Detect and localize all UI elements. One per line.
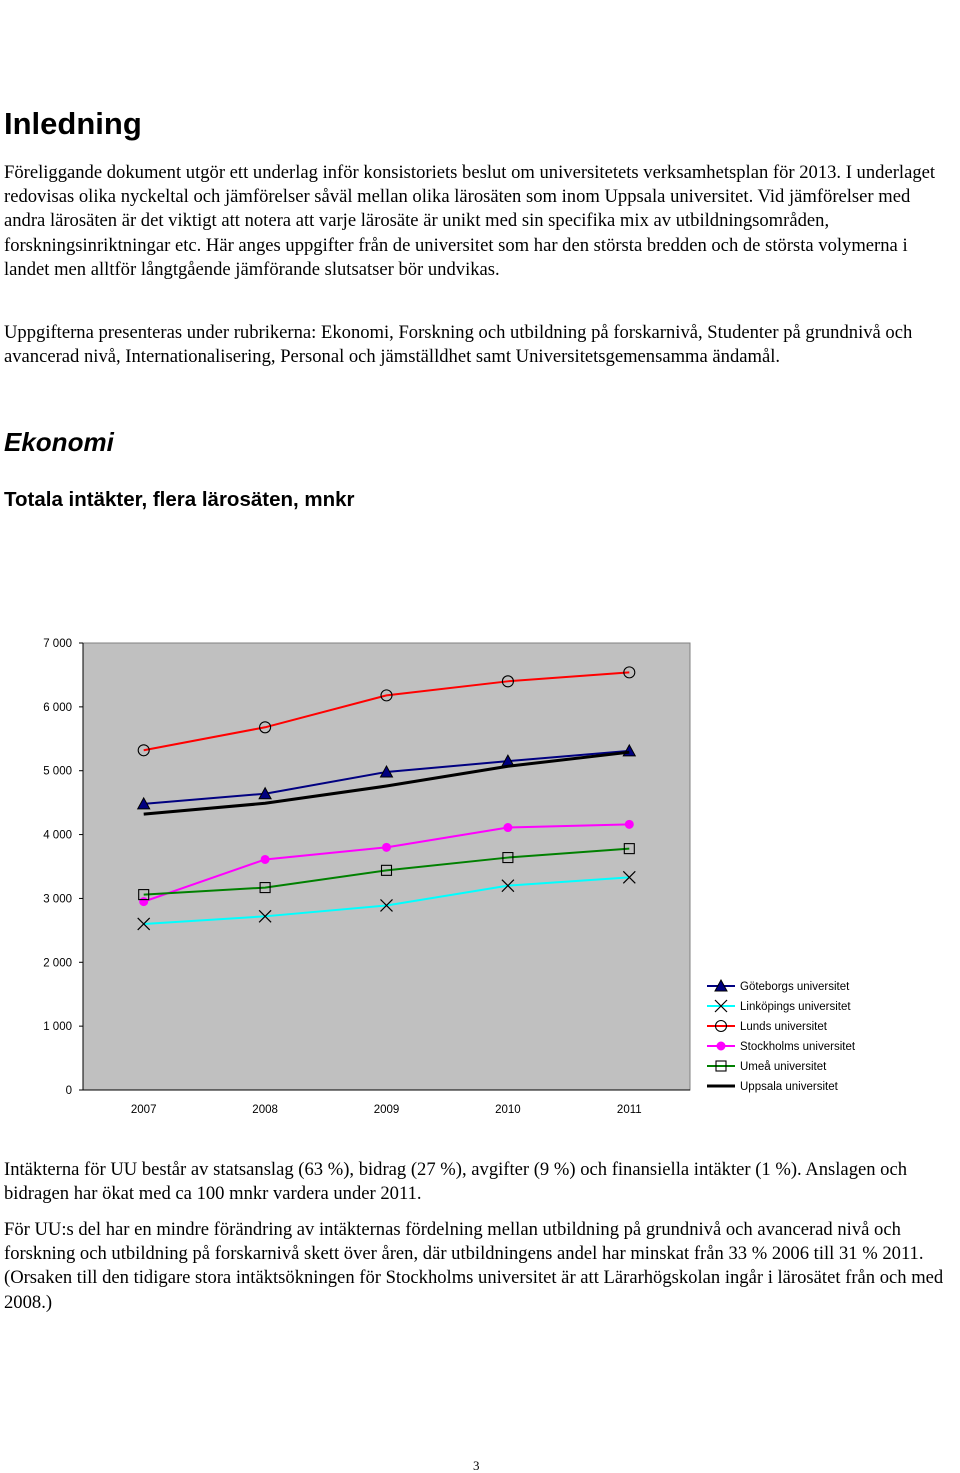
- after-paragraph-2: För UU:s del har en mindre förändring av…: [4, 1219, 944, 1313]
- legend-label: Stockholms universitet: [740, 1041, 856, 1053]
- x-tick-label: 2009: [374, 1104, 400, 1116]
- legend-label: Lunds universitet: [740, 1021, 828, 1033]
- x-tick-label: 2008: [252, 1104, 278, 1116]
- legend-label: Uppsala universitet: [740, 1081, 839, 1093]
- series-4: [138, 843, 635, 901]
- data-point: [380, 689, 393, 702]
- x-axis: 2007 2008 2009 2010 2011: [83, 1089, 690, 1116]
- series-lines: [136, 666, 637, 931]
- data-point: [258, 786, 272, 800]
- x-tick-label: 2010: [495, 1104, 521, 1116]
- legend-label: Umeå universitet: [740, 1061, 827, 1073]
- legend-marker: [715, 1060, 727, 1072]
- legend-entry: Stockholms universitet: [707, 1041, 856, 1053]
- data-point: [380, 899, 393, 912]
- chart-legend: Göteborgs universitet Linköpings universi…: [707, 978, 856, 1093]
- plot-background: [82, 642, 691, 1091]
- chart-title: Totala intäkter, flera lärosäten, mnkr: [4, 488, 355, 511]
- data-point: [259, 721, 272, 734]
- series-line: [143, 847, 630, 896]
- data-point: [501, 879, 515, 893]
- data-point: [139, 897, 149, 907]
- legend-entry: Lunds universitet: [707, 1019, 828, 1033]
- series-2: [137, 666, 636, 757]
- data-point: [501, 675, 514, 688]
- legend-entry: Göteborgs universitet: [707, 978, 850, 993]
- legend-entry: Uppsala universitet: [707, 1081, 839, 1093]
- intro-paragraph-2: Uppgifterna presenteras under rubrikerna…: [4, 322, 913, 368]
- y-tick-label: 4 000: [43, 830, 72, 842]
- series-0: [136, 743, 637, 810]
- data-point: [622, 870, 636, 884]
- series-line: [143, 750, 630, 816]
- legend-marker: [714, 999, 728, 1013]
- y-tick-label: 1 000: [43, 1021, 72, 1033]
- y-axis: 0 1 000 2 000 3 000 4 000 5 000 6 000 7 000: [43, 638, 84, 1097]
- header-university: UPPSALA UNIVERSITET: [4, 0, 238, 22]
- header-document-number: UFV2012/318: [706, 0, 828, 22]
- legend-entry: Linköpings universitet: [707, 999, 851, 1013]
- series-line: [143, 671, 630, 752]
- y-tick-label: 7 000: [43, 638, 72, 650]
- data-point: [136, 796, 151, 810]
- income-line-chart: 0 1 000 2 000 3 000 4 000 5 000 6 000 7 000 200…: [43, 638, 856, 1116]
- y-tick-label: 3 000: [43, 893, 72, 905]
- data-point: [137, 744, 150, 757]
- legend-label: Göteborgs universitet: [740, 981, 850, 993]
- intro-paragraph-1: Föreliggande dokument utgör ett underlag…: [4, 162, 936, 280]
- data-point: [623, 843, 635, 855]
- data-point: [380, 864, 393, 876]
- data-point: [138, 889, 150, 901]
- data-point: [260, 854, 270, 864]
- data-point: [624, 819, 634, 829]
- legend-marker: [716, 1041, 726, 1051]
- section-heading-ekonomi: Ekonomi: [4, 427, 114, 457]
- legend-label: Linköpings universitet: [740, 1001, 851, 1013]
- legend-marker: [714, 1019, 728, 1033]
- data-point: [258, 909, 272, 923]
- data-point: [382, 842, 391, 852]
- data-point: [503, 823, 513, 833]
- header-document-title: Nyckeltal och jämförelser: [360, 0, 579, 22]
- y-tick-label: 0: [66, 1085, 72, 1097]
- page-number: 3: [473, 1458, 480, 1473]
- series-1: [137, 870, 636, 931]
- y-tick-label: 5 000: [43, 766, 72, 778]
- plot-area: [82, 642, 691, 1091]
- series-5: [143, 750, 630, 816]
- x-tick-label: 2011: [617, 1104, 642, 1116]
- data-point: [259, 882, 271, 894]
- x-tick-label: 2007: [131, 1104, 157, 1116]
- after-paragraph-1: Intäkterna för UU består av statsanslag …: [4, 1159, 908, 1205]
- y-tick-label: 6 000: [43, 702, 72, 714]
- legend-entry: Umeå universitet: [707, 1060, 827, 1073]
- y-tick-label: 2 000: [43, 957, 72, 969]
- data-point: [137, 917, 151, 931]
- heading-inledning: Inledning: [4, 106, 142, 141]
- legend-marker: [714, 978, 728, 992]
- data-point: [379, 764, 394, 778]
- page-header: UPPSALA UNIVERSITET Nyckeltal och jämför…: [0, 0, 960, 24]
- data-point: [502, 852, 514, 864]
- data-point: [623, 666, 636, 679]
